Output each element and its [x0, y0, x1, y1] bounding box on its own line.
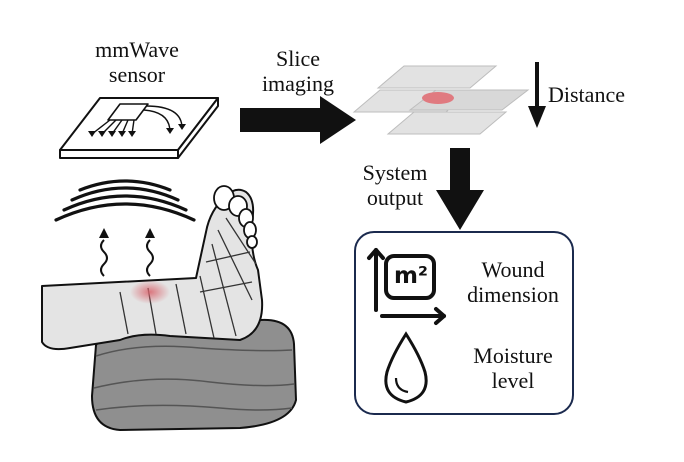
- slice-imaging-arrow: [240, 96, 356, 144]
- distance-label: Distance: [548, 82, 625, 107]
- reflection-arrows: [99, 228, 155, 277]
- distance-arrow: [528, 62, 546, 128]
- area-unit-label: m²: [393, 263, 429, 289]
- system-output-panel: [354, 231, 574, 415]
- wound-dimension-label: Wound dimension: [467, 257, 559, 307]
- slice-imaging-label: Slice imaging: [261, 46, 335, 96]
- area-square-meter-icon: [367, 248, 446, 325]
- slice-planes-icon: [352, 65, 530, 135]
- moisture-level-label: Moisture level: [473, 343, 553, 393]
- bandaged-leg-illustration: [41, 185, 297, 431]
- wound-spot: [130, 280, 170, 304]
- system-output-label: System output: [362, 160, 428, 210]
- mmwave-sensor-label: mmWave sensor: [95, 37, 179, 87]
- radar-wave-icon: [54, 179, 196, 222]
- water-droplet-icon: [384, 331, 428, 404]
- mmwave-sensor-chip-icon: [59, 97, 219, 159]
- system-output-arrow: [436, 148, 484, 230]
